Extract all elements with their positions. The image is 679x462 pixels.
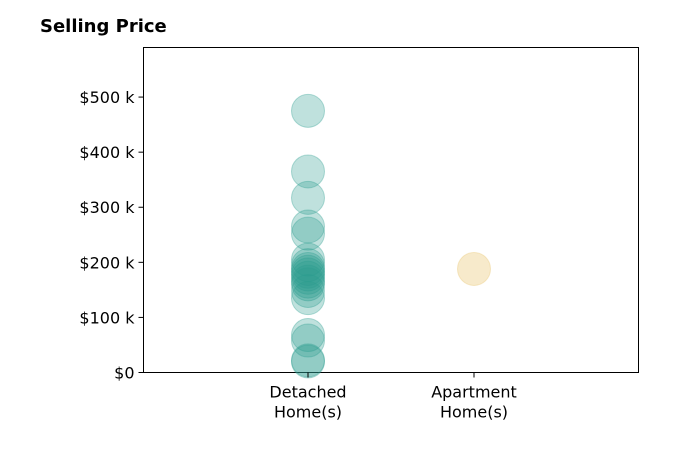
y-tick-label: $100 k <box>79 308 135 327</box>
y-axis: $0 $100 k $200 k $300 k $400 k $500 k <box>79 88 144 383</box>
data-point <box>291 281 325 316</box>
x-axis: Detached Home(s) Apartment Home(s) <box>269 372 517 422</box>
data-point <box>291 273 325 308</box>
y-tick-label: $500 k <box>79 88 135 107</box>
data-point <box>291 264 325 299</box>
data-point <box>291 216 325 251</box>
data-point <box>291 260 325 295</box>
data-points <box>291 93 491 379</box>
data-point <box>291 323 325 358</box>
y-tick-label: $400 k <box>79 143 135 162</box>
data-point <box>291 242 325 277</box>
data-point <box>457 251 491 286</box>
x-tick-label: Detached Home(s) <box>269 383 346 422</box>
data-point <box>291 267 325 302</box>
y-tick-label: $300 k <box>79 198 135 217</box>
data-point <box>291 257 325 292</box>
chart-title: Selling Price <box>40 16 167 37</box>
data-point <box>291 248 325 283</box>
data-point <box>291 209 325 244</box>
x-tick-label: Apartment Home(s) <box>431 383 517 422</box>
data-point <box>291 318 325 353</box>
y-tick-label: $0 <box>114 364 134 383</box>
data-point <box>291 180 325 215</box>
data-point <box>291 251 325 286</box>
data-point <box>291 154 325 189</box>
data-point <box>291 93 325 128</box>
plot-area-frame <box>143 47 639 373</box>
y-tick-label: $200 k <box>79 253 135 272</box>
data-point <box>291 344 325 379</box>
data-point <box>291 254 325 289</box>
